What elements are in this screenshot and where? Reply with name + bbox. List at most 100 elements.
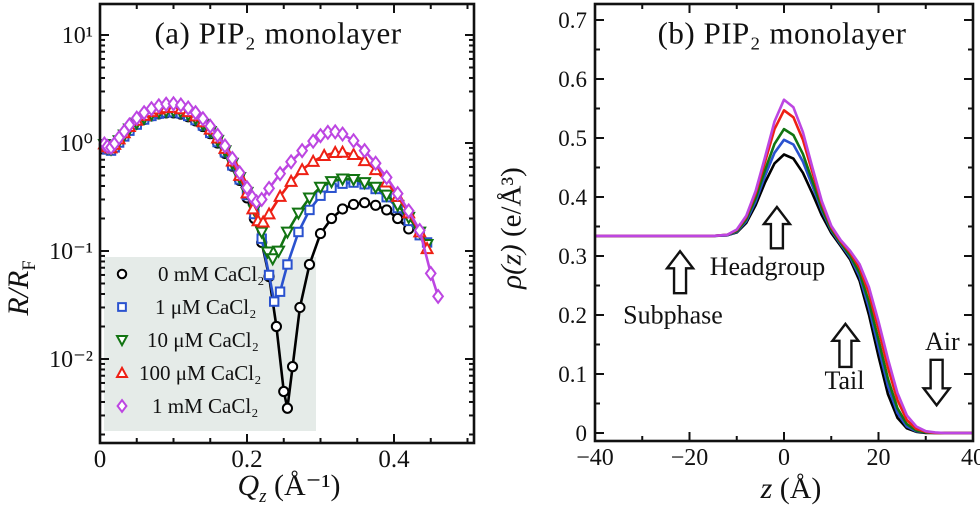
y-tick-label: 10⁰ (59, 131, 93, 157)
data-marker-triangle-down (313, 181, 328, 195)
density-profile-line (595, 138, 973, 435)
annotation-label: Headgroup (710, 252, 826, 281)
data-marker-triangle-up (346, 146, 361, 161)
y-tick-label: 0.4 (558, 185, 587, 210)
data-marker-diamond (285, 153, 298, 170)
data-marker-diamond (413, 222, 426, 239)
data-marker-circle (270, 320, 282, 333)
data-marker-triangle-up (335, 144, 350, 158)
density-profile-line (595, 98, 973, 435)
y-tick-label: 0 (576, 421, 588, 446)
data-marker-diamond (196, 110, 209, 127)
data-marker-triangle-down (254, 226, 269, 240)
series-diamond (98, 95, 445, 305)
data-marker-diamond (391, 185, 404, 202)
data-marker-square (293, 226, 304, 238)
data-marker-triangle-down (115, 334, 129, 348)
x-tick-label: 0.4 (378, 446, 410, 473)
data-marker-triangle-down (324, 176, 339, 190)
data-marker-triangle-down (271, 245, 286, 259)
data-marker-diamond (347, 132, 360, 149)
data-marker-square (268, 296, 280, 307)
data-marker-circle (314, 227, 327, 240)
data-marker-triangle-up (295, 162, 310, 176)
legend-label: 1 μM CaCl₂ (155, 295, 256, 319)
data-marker-diamond (380, 169, 393, 186)
data-marker-circle (116, 268, 128, 280)
panel-a-title: (a) PIP₂ monolayer (154, 15, 402, 51)
y-tick-label: 10⁻² (49, 347, 93, 373)
annotation-label: Air (925, 327, 960, 356)
data-marker-triangle-up (357, 153, 372, 167)
data-marker-diamond (116, 398, 128, 414)
panel-a-xaxis-label: Qz (Å⁻¹) (237, 469, 341, 508)
data-marker-circle (294, 301, 306, 314)
x-tick-label: 0 (778, 445, 790, 471)
y-tick-label: 10¹ (62, 23, 93, 49)
data-marker-triangle-up (115, 365, 129, 379)
data-marker-diamond (226, 150, 239, 167)
legend-label: 0 mM CaCl₂ (158, 262, 265, 286)
data-marker-diamond (424, 265, 437, 282)
data-marker-triangle-down (291, 207, 306, 221)
data-marker-diamond (204, 118, 217, 135)
plot-frame (98, 2, 476, 445)
data-marker-diamond (307, 133, 320, 150)
panel-b-xaxis-label: z (Å) (760, 472, 822, 505)
data-marker-diamond (182, 99, 195, 117)
data-marker-circle (278, 385, 290, 398)
y-tick-label: 0.3 (558, 244, 587, 269)
plot-frame (593, 2, 975, 443)
data-marker-triangle-down (302, 192, 317, 206)
data-marker-diamond (211, 127, 224, 144)
data-marker-circle (281, 402, 294, 414)
data-marker-circle (370, 199, 382, 211)
density-profile-line (595, 127, 973, 435)
data-marker-triangle-up (306, 153, 321, 167)
annotation-label: Subphase (623, 300, 723, 329)
data-marker-triangle-down (346, 174, 361, 188)
data-marker-triangle-down (368, 181, 383, 195)
legend-label: 1 mM CaCl₂ (152, 394, 259, 418)
data-marker-square (274, 286, 286, 297)
data-marker-diamond (233, 164, 246, 181)
data-marker-square (117, 302, 127, 312)
panel-b-title: (b) PIP₂ monolayer (657, 15, 907, 51)
x-tick-label: 0 (94, 446, 107, 473)
legend-label: 100 μM CaCl₂ (139, 361, 261, 385)
data-marker-triangle-up (284, 173, 299, 187)
y-tick-label: 0.6 (558, 67, 587, 92)
data-marker-diamond (174, 96, 187, 114)
data-marker-diamond (167, 95, 180, 112)
x-tick-label: 40 (961, 445, 980, 471)
data-marker-diamond (432, 288, 445, 305)
data-marker-diamond (263, 180, 276, 197)
y-tick-label: 10⁻¹ (49, 239, 93, 265)
data-marker-circle (336, 203, 349, 215)
x-tick-label: 20 (867, 445, 891, 471)
data-marker-circle (347, 198, 360, 211)
block-arrow-up-icon (761, 205, 793, 250)
data-marker-diamond (336, 125, 349, 143)
data-marker-diamond (274, 165, 287, 182)
data-marker-diamond (255, 191, 268, 208)
panel-a-chart: 0 mM CaCl₂ 1 μM CaCl₂ 10 μM CaCl₂ 100 μM Ca… (49, 2, 476, 473)
data-marker-diamond (130, 110, 143, 127)
data-marker-diamond (240, 179, 254, 196)
x-tick-label: −20 (671, 445, 709, 471)
x-tick-label: 0.2 (231, 446, 262, 473)
data-marker-square (304, 204, 315, 216)
data-marker-triangle-up (317, 147, 332, 161)
data-marker-diamond (123, 116, 136, 133)
data-marker-triangle-up (256, 214, 271, 228)
panel-b-chart: −40 −20 0 20 40 0 0.1 0.2 0.3 0.4 0.5 0.6 0.7 Subphas… (558, 2, 980, 471)
data-marker-triangle-down (357, 177, 372, 191)
data-marker-square (263, 269, 275, 281)
data-marker-circle (381, 204, 393, 216)
y-tick-label: 0.7 (558, 8, 587, 33)
data-marker-circle (303, 258, 316, 271)
panel-a-yaxis-label: R/RF (2, 260, 41, 316)
block-arrow-up-icon (829, 321, 861, 369)
data-marker-diamond (218, 137, 232, 154)
